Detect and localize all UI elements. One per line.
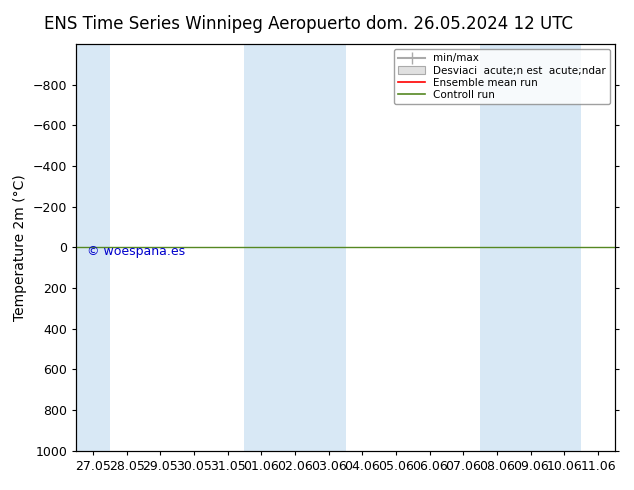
Bar: [514, 44, 548, 451]
Text: © woespana.es: © woespana.es: [87, 245, 185, 258]
Legend: min/max, Desviaci  acute;n est  acute;ndar, Ensemble mean run, Controll run: min/max, Desviaci acute;n est acute;ndar…: [394, 49, 610, 104]
Bar: [312, 44, 346, 451]
Bar: [278, 44, 312, 451]
Text: dom. 26.05.2024 12 UTC: dom. 26.05.2024 12 UTC: [366, 15, 573, 33]
Bar: [548, 44, 581, 451]
Y-axis label: Temperature 2m (°C): Temperature 2m (°C): [13, 174, 27, 321]
Bar: [481, 44, 514, 451]
Bar: [76, 44, 110, 451]
Bar: [245, 44, 278, 451]
Text: ENS Time Series Winnipeg Aeropuerto: ENS Time Series Winnipeg Aeropuerto: [44, 15, 361, 33]
